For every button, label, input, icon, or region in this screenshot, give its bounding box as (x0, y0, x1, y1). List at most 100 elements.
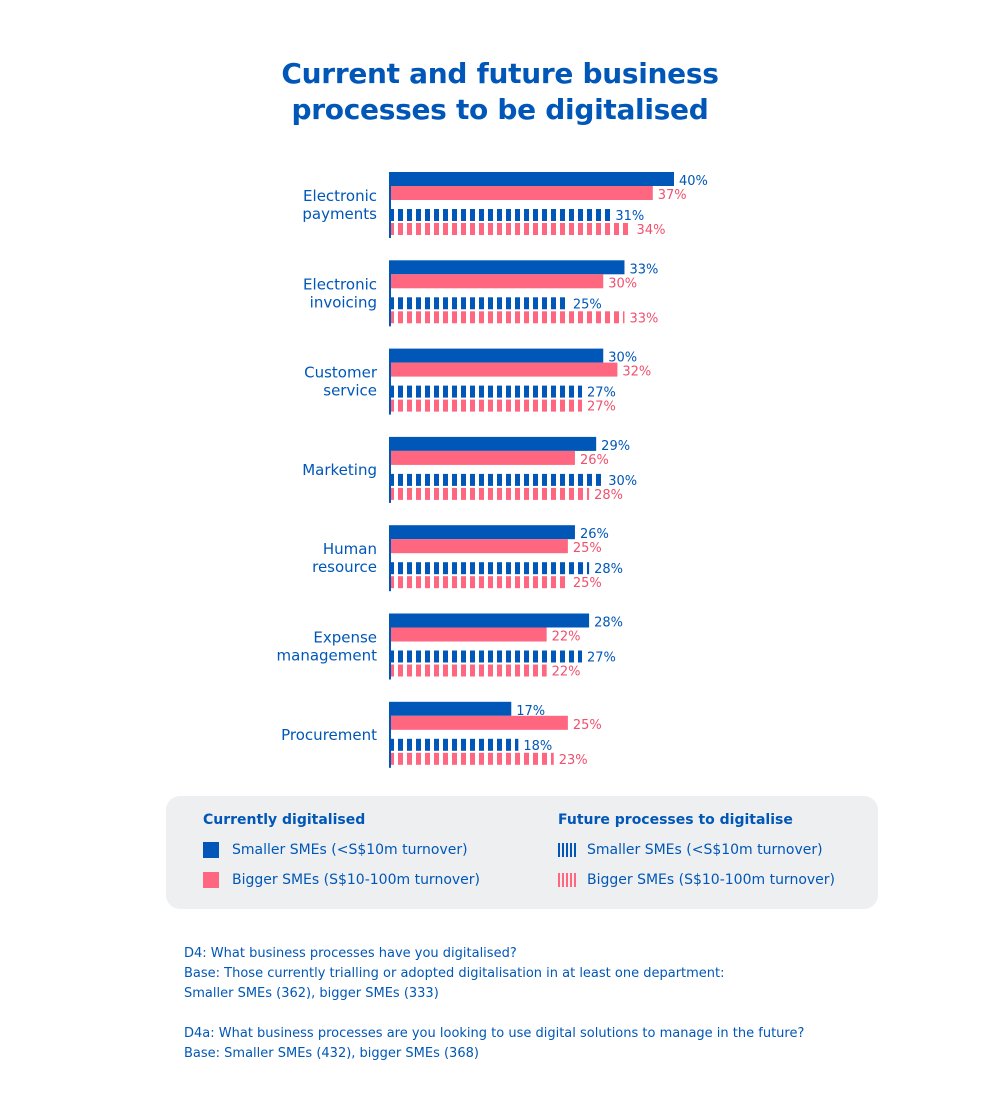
category-group: Marketing 29%26% 30%28% (302, 436, 637, 503)
data-label: 23% (559, 753, 588, 768)
data-label: 37% (658, 188, 687, 203)
future-bigger-bar (391, 752, 554, 765)
data-label: 27% (587, 386, 616, 401)
category-label: Electronic (303, 187, 377, 205)
striped-pink-swatch-icon (558, 873, 576, 887)
category-label: Human (323, 540, 377, 558)
solid-blue-swatch-icon (203, 842, 219, 858)
chart-title-line-1: Current and future business (281, 57, 719, 90)
data-label: 29% (601, 439, 630, 454)
data-label: 27% (587, 400, 616, 415)
future-bigger-bar (391, 576, 568, 589)
current-smaller-bar (391, 701, 512, 716)
category-label: resource (312, 558, 377, 576)
solid-pink-swatch-icon (203, 872, 219, 888)
future-bigger-bar (391, 399, 583, 412)
legend-label: Smaller SMEs (<S$10m turnover) (587, 842, 823, 858)
note-d4-question: D4: What business processes have you dig… (184, 946, 517, 961)
note-d4-base-counts: Smaller SMEs (362), bigger SMEs (333) (184, 986, 439, 1001)
legend-item-current-bigger: Bigger SMEs (S$10-100m turnover) (203, 870, 480, 890)
data-label: 31% (615, 209, 644, 224)
current-bigger-bar (391, 274, 604, 289)
data-label: 30% (608, 474, 637, 489)
data-label: 18% (523, 739, 552, 754)
data-label: 30% (608, 276, 637, 291)
legend-future-heading: Future processes to digitalise (558, 812, 793, 828)
future-smaller-bar (391, 297, 568, 310)
legend-current-heading: Currently digitalised (203, 812, 366, 828)
chart-title-line-2: processes to be digitalised (291, 93, 709, 126)
legend-current: Currently digitalised Smaller SMEs (<S$1… (203, 810, 480, 890)
current-bigger-bar (391, 627, 547, 642)
legend-item-future-bigger: Bigger SMEs (S$10-100m turnover) (558, 870, 835, 890)
category-label: payments (302, 205, 377, 223)
legend-future: Future processes to digitalise Smaller S… (558, 810, 835, 890)
future-smaller-bar (391, 473, 604, 486)
data-label: 27% (587, 651, 616, 666)
data-label: 33% (629, 262, 658, 277)
current-smaller-bar (391, 172, 674, 186)
category-label: Marketing (302, 461, 377, 479)
future-bigger-bar (391, 664, 547, 677)
current-bigger-bar (391, 450, 575, 465)
current-smaller-bar (391, 525, 575, 540)
category-label: Procurement (281, 726, 377, 744)
category-label: Expense (313, 629, 377, 647)
data-label: 28% (594, 562, 623, 577)
future-bigger-bar (391, 223, 632, 235)
footnotes: D4: What business processes have you dig… (184, 944, 804, 1064)
future-bigger-bar (391, 487, 590, 500)
data-label: 25% (573, 718, 602, 733)
category-group: Procurement 17% 25% 18% 23% (281, 701, 602, 768)
data-label: 40% (679, 174, 708, 189)
legend: Currently digitalised Smaller SMEs (<S$1… (166, 796, 878, 909)
legend-label: Smaller SMEs (<S$10m turnover) (232, 842, 468, 858)
data-label: 30% (608, 351, 637, 366)
future-smaller-bar (391, 650, 583, 663)
category-label: invoicing (310, 293, 377, 311)
category-label: Customer (304, 364, 378, 382)
current-smaller-bar (391, 436, 597, 451)
data-label: 34% (637, 223, 666, 238)
category-label: service (323, 382, 377, 400)
current-bigger-bar (391, 715, 568, 730)
current-smaller-bar (391, 348, 604, 363)
current-bigger-bar (391, 539, 568, 554)
data-label: 28% (594, 616, 623, 631)
current-bigger-bar (391, 186, 653, 200)
current-bigger-bar (391, 362, 618, 377)
data-label: 22% (552, 630, 581, 645)
legend-label: Bigger SMEs (S$10-100m turnover) (587, 872, 836, 888)
data-label: 26% (580, 527, 609, 542)
note-d4-base: Base: Those currently trialling or adopt… (184, 966, 725, 981)
future-bigger-bar (391, 311, 625, 324)
legend-item-future-smaller: Smaller SMEs (<S$10m turnover) (558, 840, 835, 860)
category-label: management (277, 647, 378, 665)
data-label: 22% (552, 665, 581, 680)
data-label: 25% (573, 576, 602, 591)
striped-blue-swatch-icon (558, 843, 576, 857)
future-smaller-bar (391, 385, 583, 398)
data-label: 25% (573, 297, 602, 312)
data-label: 33% (629, 311, 658, 326)
future-smaller-bar (391, 209, 611, 221)
current-smaller-bar (391, 260, 625, 275)
data-label: 25% (573, 541, 602, 556)
chart-title: Current and future business processes to… (0, 56, 1000, 128)
data-label: 17% (516, 704, 545, 719)
data-label: 28% (594, 488, 623, 503)
data-label: 26% (580, 453, 609, 468)
current-smaller-bar (391, 613, 590, 628)
note-d4a-base: Base: Smaller SMEs (432), bigger SMEs (3… (184, 1046, 479, 1061)
legend-label: Bigger SMEs (S$10-100m turnover) (232, 872, 481, 888)
note-d4a-question: D4a: What business processes are you loo… (184, 1026, 805, 1041)
future-smaller-bar (391, 562, 590, 575)
legend-item-current-smaller: Smaller SMEs (<S$10m turnover) (203, 840, 480, 860)
